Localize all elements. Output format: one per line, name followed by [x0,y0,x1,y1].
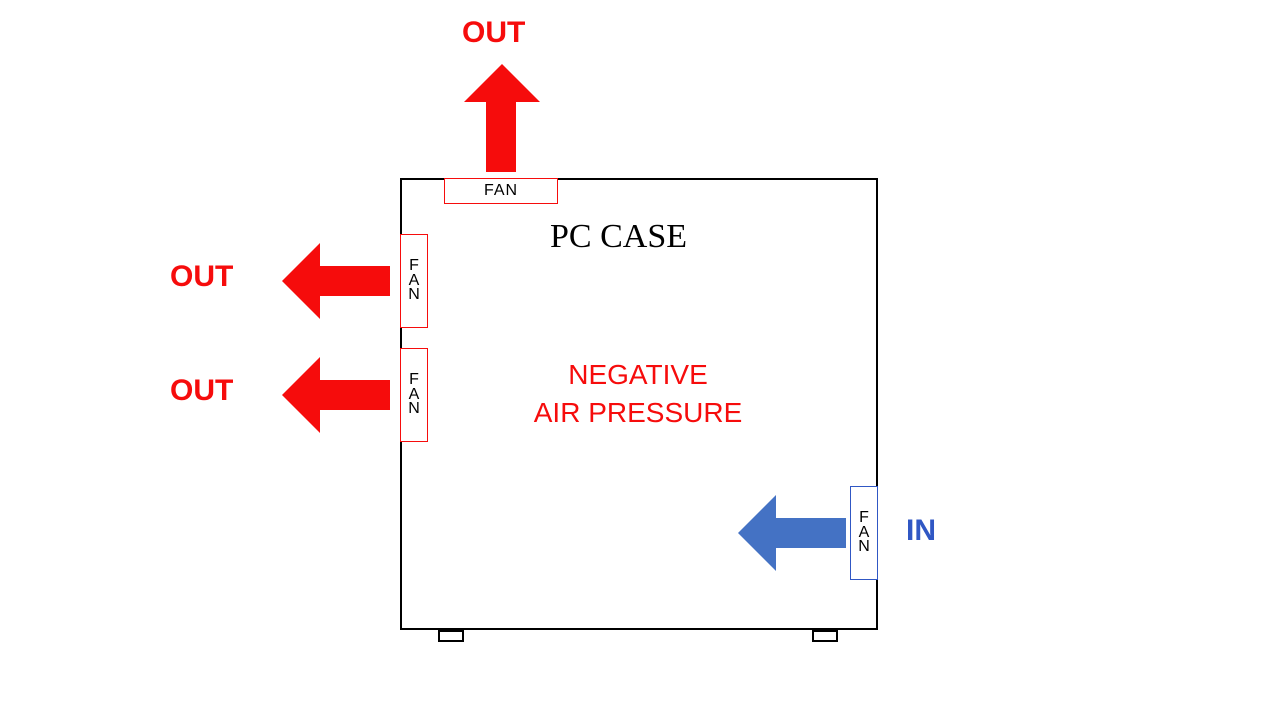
case-foot-left [438,630,464,642]
arrow-shaft-icon [320,266,390,296]
fan-left-upper: FAN [400,234,428,328]
pressure-line2: AIR PRESSURE [534,397,743,428]
airflow-diagram: PC CASE NEGATIVE AIR PRESSURE FAN FAN FA… [0,0,1280,720]
fan-left-lower: FAN [400,348,428,442]
label-in-right: IN [906,514,936,548]
fan-top: FAN [444,178,558,204]
pressure-line1: NEGATIVE [568,359,708,390]
arrow-shaft-icon [320,380,390,410]
label-out-top: OUT [462,16,525,50]
label-out-left-upper: OUT [170,260,233,294]
arrow-head-left-icon [282,357,320,433]
case-title: PC CASE [550,218,687,256]
case-foot-right [812,630,838,642]
arrow-head-left-icon [282,243,320,319]
fan-right: FAN [850,486,878,580]
label-out-left-lower: OUT [170,374,233,408]
arrow-shaft-icon [486,102,516,172]
arrow-head-left-icon [738,495,776,571]
arrow-head-up-icon [464,64,540,102]
pressure-label: NEGATIVE AIR PRESSURE [488,356,788,432]
arrow-shaft-icon [776,518,846,548]
